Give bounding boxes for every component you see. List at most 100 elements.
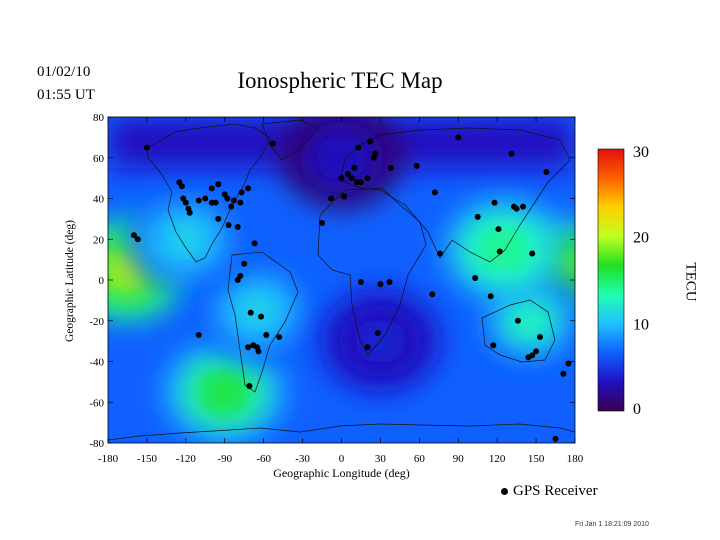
coastlines	[108, 119, 575, 441]
gps-receiver-marker	[255, 348, 262, 355]
coastline-south-america	[227, 251, 299, 393]
coastline-greenland	[261, 119, 319, 161]
y-tick-label: 80	[93, 112, 105, 124]
tec-enhancement	[556, 259, 575, 281]
gps-receiver-marker	[357, 279, 364, 286]
gps-receiver-marker	[355, 144, 362, 151]
gps-receiver-marker	[496, 248, 503, 255]
gps-receiver-marker	[525, 354, 532, 361]
gps-receiver-marker	[276, 334, 283, 341]
gps-receiver-marker	[536, 334, 543, 341]
x-tick-label: -30	[295, 453, 310, 465]
gps-receiver-marker	[533, 348, 540, 355]
gps-receiver-marker	[495, 226, 502, 233]
gps-receiver-marker	[437, 250, 444, 257]
colorbar	[597, 148, 625, 412]
gps-receiver-marker	[386, 279, 393, 286]
gps-receiver-marker	[565, 360, 572, 367]
gps-receiver-marker	[357, 179, 364, 186]
x-tick-label: -90	[217, 453, 232, 465]
y-tick-label: 40	[93, 194, 105, 206]
gps-receiver-marker	[246, 382, 253, 389]
x-tick-label: 60	[414, 453, 426, 465]
y-tick-label: 20	[93, 234, 105, 246]
gps-receiver-marker	[413, 162, 420, 169]
tec-enhancement	[212, 381, 237, 403]
gps-receiver-marker	[328, 195, 335, 202]
x-tick-label: 0	[339, 453, 345, 465]
gps-receiver-marker	[245, 344, 252, 351]
y-axis-label: Geographic Latitude (deg)	[64, 220, 76, 342]
gps-receiver-marker	[234, 277, 241, 283]
x-tick-label: -180	[98, 453, 119, 465]
gps-receiver-marker	[552, 435, 559, 442]
colorbar-label: TECU	[682, 262, 699, 302]
x-axis-label: Geographic Longitude (deg)	[273, 466, 410, 480]
date-label: 01/02/10	[37, 64, 91, 80]
legend-label: GPS Receiver	[513, 483, 598, 499]
gps-receiver-marker	[455, 134, 462, 141]
gps-receiver-marker	[258, 313, 265, 320]
x-tick-label: -60	[256, 453, 271, 465]
colorbar-tick-label: 30	[633, 144, 649, 161]
gps-receiver-marker	[225, 221, 232, 228]
receiver-dot-icon	[501, 488, 508, 495]
chart-title: Ionospheric TEC Map	[237, 68, 443, 93]
y-tick-label: -80	[89, 438, 104, 450]
coastline-antarctica	[108, 423, 575, 441]
gps-receiver-marker	[508, 150, 515, 157]
coastline-australia	[481, 299, 556, 363]
gps-receiver-marker	[195, 197, 202, 204]
tec-enhancement	[329, 147, 354, 168]
gps-receiver-marker	[186, 209, 193, 216]
gps-receiver-marker	[178, 183, 185, 190]
tec-enhancement	[368, 330, 393, 352]
y-axis: -80 -60 -40 -20 0 20 40 60 80	[89, 112, 575, 450]
gps-receiver-marker	[269, 140, 276, 147]
y-tick-label: -60	[89, 397, 104, 409]
tec-enhancement	[173, 229, 198, 250]
x-tick-label: 120	[489, 453, 506, 465]
colorbar-tick-label: 0	[633, 401, 641, 418]
gps-receiver-marker	[372, 150, 379, 157]
coastline-north-america	[147, 123, 271, 263]
gps-receiver-marker	[529, 250, 536, 257]
gps-receiver-marker	[263, 332, 270, 339]
gps-receiver-marker	[202, 195, 209, 202]
y-tick-label: 60	[93, 153, 105, 165]
gps-receiver-marker	[514, 317, 521, 324]
coastline-eurasia	[339, 127, 571, 263]
colorbar-tick-label: 10	[633, 317, 649, 334]
y-tick-label: -40	[89, 357, 104, 369]
gps-receiver-marker	[228, 203, 235, 210]
gps-receiver-marker	[134, 236, 141, 243]
gps-receiver-marker	[234, 224, 241, 231]
gps-receiver-marker	[364, 344, 371, 351]
gps-receiver-marker	[543, 169, 550, 176]
gps-receiver-marker	[487, 293, 494, 300]
gps-receiver-marker	[348, 175, 355, 182]
x-tick-label: -150	[137, 453, 158, 465]
gps-receiver-marker	[238, 189, 245, 196]
gps-receiver-marker	[208, 185, 215, 192]
gps-receiver-marker	[251, 240, 258, 247]
gps-receiver-marker	[215, 215, 222, 222]
gps-receiver-marker	[520, 203, 527, 210]
gps-receiver-marker	[377, 281, 384, 288]
gps-receiver-marker	[341, 193, 348, 200]
x-tick-label: -120	[176, 453, 197, 465]
gps-receiver-marker	[364, 175, 371, 182]
gps-receiver-marker	[431, 189, 438, 196]
gps-receiver-marker	[491, 199, 498, 206]
gps-receiver-marker	[513, 205, 520, 212]
gps-receiver-marker	[429, 291, 436, 298]
x-tick-label: 180	[567, 453, 584, 465]
x-tick-label: 90	[453, 453, 465, 465]
tec-heatmap	[108, 117, 575, 443]
legend: GPS Receiver	[501, 483, 598, 500]
y-tick-label: 0	[99, 275, 105, 287]
gps-receiver-marker	[472, 274, 479, 281]
timestamp-footer: Fri Jan 1 18:21:09 2010	[575, 521, 649, 528]
gps-receiver-marker	[344, 171, 351, 178]
